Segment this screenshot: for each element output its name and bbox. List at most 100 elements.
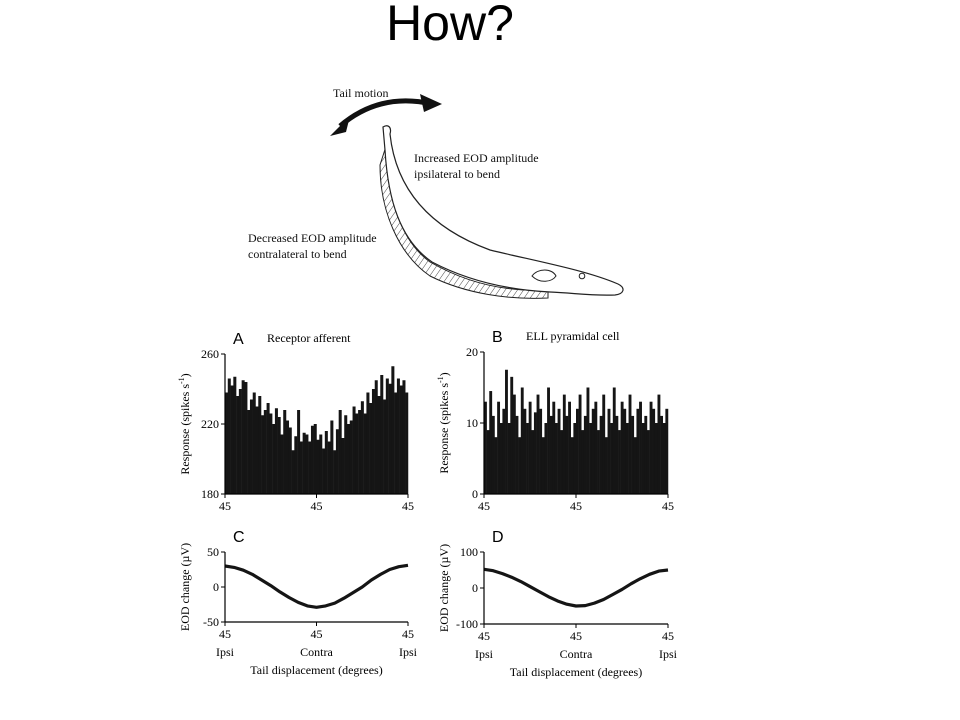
histogram-bar (338, 410, 342, 494)
histogram-bar (594, 401, 598, 494)
histogram-bar (497, 401, 501, 494)
x-tick-label: 45 (478, 499, 490, 513)
histogram-bar (238, 389, 242, 494)
histogram-bar (330, 420, 334, 494)
x-tick-label: 45 (402, 499, 414, 513)
x-category-label: Ipsi (216, 645, 235, 659)
histogram-bar (355, 413, 359, 494)
x-category-label: Ipsi (475, 647, 494, 661)
x-tick-label: 45 (311, 499, 323, 513)
histogram-bar (241, 380, 245, 494)
histogram-bar (526, 423, 529, 494)
increased-eod-label-1: Increased EOD amplitude (414, 151, 539, 165)
histogram-bar (399, 385, 403, 494)
histogram-bar (489, 391, 493, 494)
panel-c-eod-change: C EOD change (µV) -50 0 50 45 45 45 Ipsi Contra Ip… (178, 529, 418, 677)
histogram-bar (505, 369, 508, 494)
histogram-bar (335, 429, 339, 494)
histogram-bar (255, 406, 259, 494)
histogram-bar (599, 415, 603, 494)
histogram-bar (402, 380, 406, 494)
histogram-bar (562, 394, 566, 494)
histogram-bar (628, 394, 632, 494)
histogram-bar (380, 375, 384, 494)
histogram-bar (654, 423, 658, 494)
y-tick-label: 100 (460, 545, 478, 559)
histogram-bar (591, 408, 595, 494)
histogram-bar (299, 441, 303, 494)
x-tick-label: 45 (570, 499, 582, 513)
y-axis-label: EOD change (µV) (437, 544, 451, 632)
histogram-bar (560, 430, 564, 494)
histogram-bar (396, 378, 400, 494)
histogram-bar (252, 392, 256, 494)
y-tick-label: 260 (201, 347, 219, 361)
y-tick-label: -50 (203, 615, 219, 629)
histogram-bar (615, 415, 619, 494)
y-axis-label: Response (spikes s-1) (177, 373, 192, 474)
panel-title: ELL pyramidal cell (526, 329, 620, 343)
histogram-bar (230, 385, 234, 494)
slide-title: How? (386, 0, 514, 51)
histogram-bar (352, 406, 356, 494)
histogram-bar (528, 401, 532, 494)
histogram-bar (283, 410, 287, 494)
histogram-bar (620, 401, 624, 494)
panel-letter: B (492, 329, 503, 346)
x-category-label: Contra (560, 647, 593, 661)
histogram-bar (227, 378, 231, 494)
histogram-bar (280, 434, 284, 494)
histogram-bar (388, 383, 392, 494)
histogram-bar (583, 415, 587, 494)
histogram-bar (510, 376, 514, 494)
histogram-bar (344, 415, 348, 494)
eod-trace-line (224, 563, 409, 609)
histogram-bar (288, 427, 292, 494)
histogram-bar (244, 382, 248, 494)
histogram-bar (639, 401, 642, 494)
x-tick-label: 45 (219, 499, 231, 513)
histogram-bar (233, 376, 237, 494)
histogram-bar (302, 432, 306, 494)
histogram-bar (341, 438, 345, 494)
fish-eye (578, 272, 586, 280)
panel-d-eod-change: D EOD change (µV) -100 0 100 45 45 45 Ipsi Contra… (437, 529, 678, 679)
histogram-bar (366, 392, 370, 494)
histogram-bar (313, 424, 317, 494)
histogram-bar (394, 392, 398, 494)
histogram-bar (369, 403, 373, 494)
histogram-bar (269, 413, 273, 494)
histogram-bar (557, 408, 561, 494)
tail-motion-arrowhead-right (420, 94, 442, 112)
histogram-bar (484, 401, 487, 494)
fish-pectoral-fin (531, 269, 557, 282)
decreased-eod-label-2: contralateral to bend (248, 247, 347, 261)
y-tick-label: 180 (201, 487, 219, 501)
histogram-bar (266, 403, 270, 494)
histogram-bar (520, 387, 524, 494)
histogram-bar (360, 401, 364, 494)
histogram-bar (552, 401, 556, 494)
histogram-bar (631, 415, 635, 494)
increased-eod-label-2: ipsilateral to bend (414, 167, 500, 181)
histogram-bar (512, 394, 516, 494)
histogram-bar (385, 378, 389, 494)
histogram-bar (391, 366, 395, 494)
histogram-bar (377, 396, 381, 494)
histogram-bar (618, 430, 621, 494)
histogram-bar (405, 392, 409, 494)
histogram-bar (586, 387, 590, 494)
histogram-bar (636, 408, 640, 494)
histogram-bar (308, 441, 312, 494)
histogram-bar (502, 408, 506, 494)
y-tick-label: 20 (466, 345, 478, 359)
histogram-bar (277, 417, 281, 494)
histogram-bar (657, 394, 661, 494)
histogram-bar (536, 394, 540, 494)
histogram-bar (547, 387, 550, 494)
x-category-label: Ipsi (399, 645, 418, 659)
histogram-bar (272, 424, 276, 494)
x-tick-label: 45 (402, 627, 414, 641)
y-tick-label: -100 (456, 617, 478, 631)
